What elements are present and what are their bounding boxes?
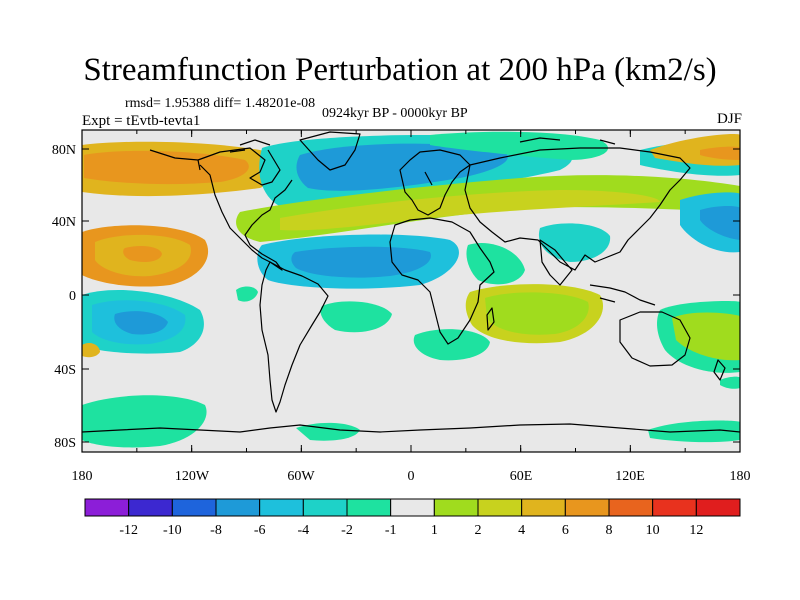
coastline-india bbox=[539, 239, 573, 286]
colorbar-box bbox=[608, 498, 654, 517]
lon-label-180e: 180 bbox=[730, 469, 751, 484]
field-region-south-blue bbox=[114, 311, 168, 335]
lon-label-120w: 120W bbox=[175, 469, 210, 484]
lon-label-60w: 60W bbox=[287, 469, 315, 484]
field-region-polar-green-d bbox=[720, 376, 740, 389]
coastline-australia bbox=[619, 311, 691, 367]
colorbar-label: -12 bbox=[119, 523, 138, 538]
colorbar-label: 6 bbox=[562, 523, 569, 538]
colorbar-box bbox=[215, 498, 261, 517]
colorbar-box bbox=[433, 498, 479, 517]
field-region-midlat-olive bbox=[280, 190, 660, 231]
lat-label-eq: 0 bbox=[69, 289, 76, 304]
colorbar-label: 1 bbox=[431, 523, 438, 538]
field-region-polar-green bbox=[82, 395, 207, 448]
coastline-madagascar bbox=[486, 307, 495, 331]
colorbar-label: 12 bbox=[689, 523, 703, 538]
colorbar-box bbox=[564, 498, 610, 517]
coastline-africa bbox=[389, 217, 495, 345]
field-region-polar-green-b bbox=[296, 422, 360, 441]
colorbar-label: -8 bbox=[210, 523, 222, 538]
period-line: 0924kyr BP - 0000kyr BP bbox=[322, 106, 468, 121]
coastline-asia bbox=[464, 147, 691, 271]
field-region-south-orange bbox=[82, 342, 100, 358]
field-region-ne-darkorange bbox=[700, 146, 740, 160]
colorbar-label: 4 bbox=[518, 523, 525, 538]
coastline-new-zealand bbox=[713, 359, 726, 381]
plot-title: Streamfunction Perturbation at 200 hPa (… bbox=[83, 52, 717, 88]
field-region-ne-blue bbox=[700, 206, 740, 240]
longitude-labels: 180 120W 60W 0 60E 120E 180 bbox=[72, 469, 751, 484]
coastline-europe bbox=[399, 149, 471, 216]
colorbar-box bbox=[652, 498, 697, 517]
colorbar-box bbox=[346, 498, 392, 517]
field-region-south-yellow bbox=[485, 292, 589, 335]
colorbar-box bbox=[259, 498, 304, 517]
colorbar-label: -6 bbox=[254, 523, 266, 538]
field-region-tropical-green-c bbox=[320, 301, 392, 333]
lat-label-40n: 40N bbox=[52, 215, 76, 230]
colorbar-labels: -12 -10 -8 -6 -4 -2 -1 1 2 4 6 8 10 12 bbox=[119, 523, 703, 538]
coastline-north-america bbox=[149, 147, 293, 271]
streamfunction-field bbox=[82, 130, 740, 452]
lon-label-0: 0 bbox=[408, 469, 415, 484]
lon-label-60e: 60E bbox=[510, 469, 533, 484]
colorbar-box bbox=[128, 498, 173, 517]
field-region-tropical-green-b bbox=[236, 286, 258, 302]
colorbar-label: 8 bbox=[606, 523, 613, 538]
coastline-south-america bbox=[259, 261, 329, 413]
colorbar-box bbox=[390, 498, 435, 517]
lat-label-40s: 40S bbox=[54, 363, 76, 378]
latitude-labels: 80N 40N 0 40S 80S bbox=[52, 143, 76, 451]
stats-line: rmsd= 1.95388 diff= 1.48201e-08 bbox=[125, 96, 316, 111]
colorbar-label: 10 bbox=[646, 523, 660, 538]
field-region-south-yellow-b bbox=[672, 312, 740, 361]
field-region-tropical-blue bbox=[291, 246, 431, 278]
lat-label-80n: 80N bbox=[52, 143, 76, 158]
field-region-tropical-orange-core bbox=[123, 246, 162, 262]
lon-label-180w: 180 bbox=[72, 469, 93, 484]
colorbar bbox=[84, 498, 741, 517]
colorbar-label: -10 bbox=[163, 523, 182, 538]
coastline-greenland bbox=[299, 131, 361, 171]
colorbar-box bbox=[477, 498, 523, 517]
colorbar-label: -1 bbox=[385, 523, 397, 538]
field-region-tropical-green bbox=[466, 242, 525, 285]
colorbar-box bbox=[695, 498, 741, 517]
colorbar-box bbox=[84, 498, 130, 517]
field-region-north-green-a bbox=[430, 131, 609, 160]
coastline-arctic-islands bbox=[229, 137, 616, 153]
experiment-line: Expt = tEvtb-tevta1 bbox=[82, 113, 201, 129]
season-label: DJF bbox=[716, 111, 742, 127]
colorbar-label: -4 bbox=[297, 523, 309, 538]
axis-ticks bbox=[81, 130, 741, 452]
colorbar-label: -2 bbox=[341, 523, 353, 538]
colorbar-box bbox=[521, 498, 566, 517]
lat-label-80s: 80S bbox=[54, 436, 76, 451]
field-region-north-darkorange bbox=[84, 150, 249, 185]
coastline-antarctica bbox=[82, 423, 740, 433]
colorbar-box bbox=[171, 498, 217, 517]
coastline-indonesia bbox=[589, 284, 656, 306]
coastlines bbox=[82, 131, 740, 433]
colorbar-label: 2 bbox=[475, 523, 482, 538]
lon-label-120e: 120E bbox=[615, 469, 645, 484]
colorbar-box bbox=[302, 498, 348, 517]
field-region-south-green bbox=[413, 329, 490, 361]
